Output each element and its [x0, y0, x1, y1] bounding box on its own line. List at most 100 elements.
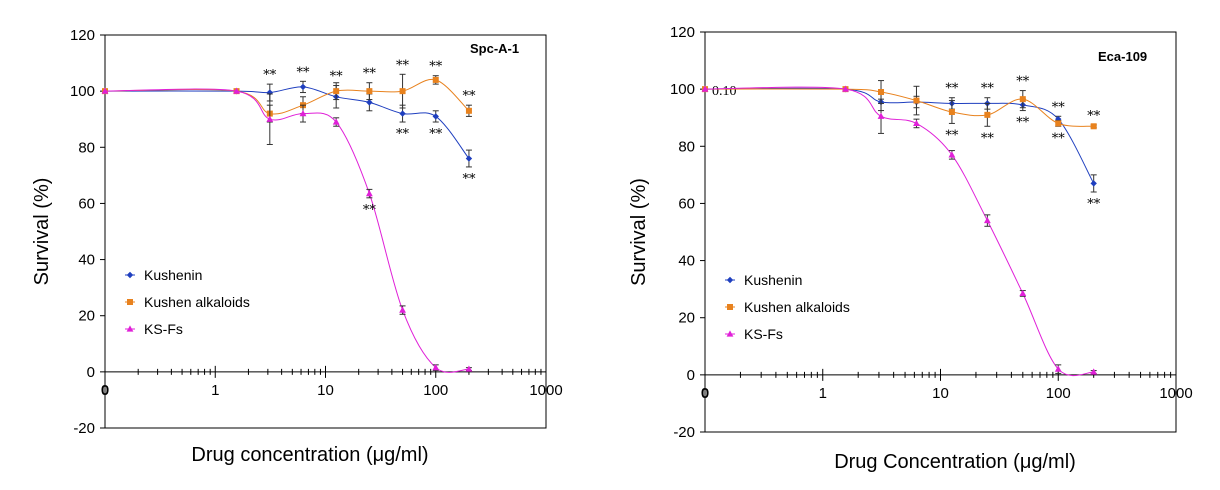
- significance-mark: **: [363, 67, 377, 82]
- legend: Kushenin Kushen alkaloids KS-Fs: [725, 272, 850, 342]
- data-point: [266, 115, 274, 122]
- y-tick-label: 20: [678, 310, 695, 327]
- data-point: [1019, 289, 1027, 297]
- series-kushenin: [101, 80, 473, 168]
- x-axis-title: Drug Concentration (μg/ml): [834, 451, 1076, 473]
- y-tick-label: 20: [78, 308, 95, 325]
- significance-mark: **: [462, 172, 476, 187]
- legend-item-ks-fs: KS-Fs: [125, 321, 183, 337]
- legend-swatch-marker: [726, 276, 734, 284]
- series-line: [104, 78, 470, 115]
- y-tick-label: 80: [78, 139, 95, 156]
- data-point: [842, 85, 849, 92]
- legend-item-ks-fs: KS-Fs: [725, 326, 783, 342]
- significance-mark: **: [396, 58, 410, 73]
- legend-swatch-marker: [726, 330, 734, 337]
- significance-mark: **: [1087, 109, 1101, 124]
- significance-mark: **: [981, 82, 995, 97]
- y-tick-label: 120: [70, 27, 95, 44]
- data-point: [399, 88, 406, 95]
- data-point: [465, 155, 473, 162]
- legend-swatch-marker: [727, 304, 733, 310]
- data-point: [948, 151, 956, 158]
- data-point: [1090, 180, 1097, 187]
- series-kushenin: [701, 85, 1097, 193]
- y-tick-label: 60: [678, 195, 695, 212]
- y-tick-label: -20: [73, 420, 95, 437]
- series-line: [704, 88, 1094, 127]
- data-point: [101, 87, 109, 94]
- data-point: [465, 107, 472, 114]
- data-point: [984, 111, 991, 118]
- legend-item-kushen-alkaloids: Kushen alkaloids: [725, 299, 850, 315]
- y-tick-label: -20: [673, 424, 695, 441]
- y-tick-label: 60: [78, 195, 95, 212]
- data-point: [432, 113, 439, 120]
- data-point: [878, 89, 885, 95]
- data-point: [366, 99, 373, 106]
- data-point: [1090, 123, 1097, 130]
- significance-mark: **: [981, 131, 995, 146]
- significance-mark: **: [363, 203, 377, 218]
- data-point: [332, 118, 340, 125]
- significance-mark: **: [396, 127, 410, 142]
- plot-area-frame: [104, 34, 547, 429]
- x-tick-label: 100: [1046, 385, 1071, 402]
- x-tick-label: 1: [211, 382, 219, 399]
- data-point: [399, 110, 406, 117]
- data-point: [1090, 368, 1098, 375]
- y-tick-label: 0: [687, 367, 695, 384]
- x-tick-label: 1000: [529, 382, 562, 399]
- panel-title: Spc-A-1: [470, 41, 519, 56]
- x-tick-label: 100: [423, 382, 448, 399]
- legend-swatch-marker: [126, 271, 134, 279]
- y-tick-label: 100: [670, 81, 695, 98]
- data-point: [299, 110, 307, 117]
- legend: Kushenin Kushen alkaloids KS-Fs: [125, 267, 250, 337]
- data-point: [948, 109, 955, 115]
- y-axis-title: Survival (%): [628, 178, 650, 286]
- data-point: [399, 306, 406, 313]
- data-point: [299, 83, 307, 91]
- data-point: [1054, 365, 1062, 372]
- significance-mark: **: [1016, 75, 1030, 90]
- legend-item-kushenin: Kushenin: [125, 267, 202, 283]
- data-point: [1055, 120, 1062, 127]
- y-axis-title: Survival (%): [31, 178, 53, 286]
- data-point: [1019, 96, 1026, 103]
- y-tick-label: 100: [70, 83, 95, 100]
- series-kushen-alkaloids: [102, 73, 472, 123]
- y-tick-label: 40: [678, 253, 695, 270]
- data-point: [877, 112, 885, 119]
- significance-mark: **: [1052, 131, 1066, 146]
- y-tick-label: 40: [78, 252, 95, 269]
- data-point: [333, 88, 340, 95]
- legend-swatch-marker: [127, 299, 133, 305]
- legend-label: Kushen alkaloids: [144, 294, 250, 310]
- legend-label: KS-Fs: [144, 321, 183, 337]
- x-tick-label: 1000: [1159, 385, 1192, 402]
- significance-mark: **: [263, 68, 277, 83]
- significance-mark: **: [1052, 100, 1066, 115]
- chart-panel-eca-109: -20 0 20 40 60 80 100 120 0 1 10 100 1000 Survival (%…: [628, 24, 1193, 473]
- annotation-label: 0.10: [712, 84, 737, 99]
- legend-label: Kushenin: [744, 272, 802, 288]
- data-point: [913, 119, 920, 127]
- significance-mark: **: [429, 127, 443, 142]
- data-point: [913, 97, 920, 104]
- legend-label: Kushen alkaloids: [744, 299, 850, 315]
- significance-mark: **: [945, 128, 959, 143]
- plot-area-frame: [704, 31, 1177, 433]
- x-tick-label: 10: [317, 382, 334, 399]
- x-tick-label: 1: [819, 385, 827, 402]
- data-point: [365, 190, 373, 197]
- data-point: [233, 87, 240, 94]
- x-tick-label: 0: [101, 382, 109, 399]
- series-line: [104, 86, 470, 159]
- y-tick-label: 0: [87, 364, 95, 381]
- data-point: [701, 85, 709, 92]
- data-point: [465, 365, 473, 372]
- x-axis-title: Drug concentration (μg/ml): [191, 444, 428, 466]
- significance-mark: **: [1016, 116, 1030, 131]
- x-tick-label: 0: [701, 385, 709, 402]
